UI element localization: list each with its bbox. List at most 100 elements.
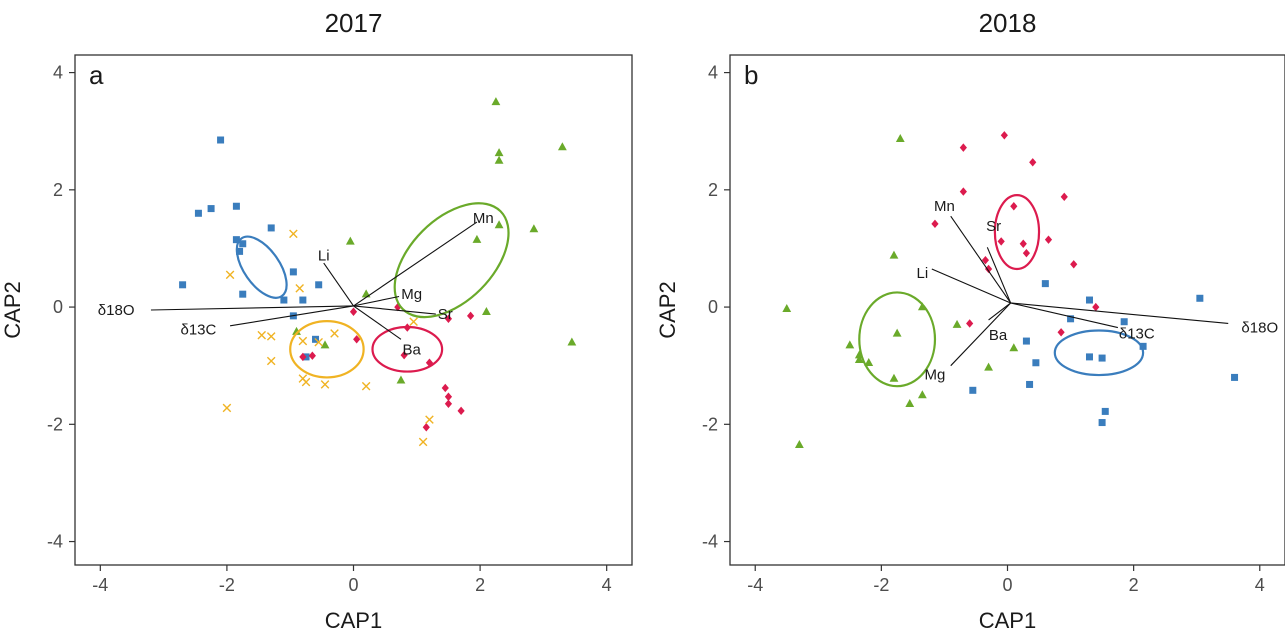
data-point-square xyxy=(232,236,240,244)
data-point-triangle xyxy=(491,97,501,106)
data-point-square xyxy=(1067,315,1075,323)
vector-line xyxy=(1010,302,1118,329)
vector-label: Mg xyxy=(401,286,422,303)
y-tick-label: -4 xyxy=(702,532,718,552)
chart-panel-a: 2017 -4 -2 0 2 4 -4 -2 0 2 4 CAP1 CAP2 Mn Li Mg δ18O Sr δ1… xyxy=(0,8,633,633)
data-point-triangle xyxy=(892,328,902,337)
data-point-cross xyxy=(225,270,235,280)
plot-area xyxy=(179,97,577,447)
data-point-triangle xyxy=(567,337,577,346)
data-point-cross xyxy=(295,284,304,293)
data-point-diamond xyxy=(422,423,430,432)
data-point-triangle xyxy=(889,373,899,382)
vector-line xyxy=(950,302,1012,367)
panel-border xyxy=(729,54,1285,566)
data-point-cross xyxy=(222,403,232,413)
data-point-cross xyxy=(409,317,418,327)
panel-title: 2018 xyxy=(979,8,1037,38)
data-point-square xyxy=(239,240,247,248)
x-tick-label: -4 xyxy=(747,575,763,595)
y-axis-title: CAP2 xyxy=(655,281,680,338)
data-point-cross xyxy=(418,437,428,447)
group-ellipse xyxy=(858,291,937,388)
data-point-diamond xyxy=(457,406,465,416)
data-point-triangle xyxy=(320,340,330,349)
x-tick-label: 4 xyxy=(1255,575,1265,595)
data-point-triangle xyxy=(905,398,915,407)
data-point-triangle xyxy=(782,304,792,313)
group-ellipse xyxy=(235,235,288,299)
data-point-diamond xyxy=(444,399,453,408)
vector-label: δ18O xyxy=(98,302,135,319)
data-point-triangle xyxy=(794,440,804,449)
vector-line xyxy=(931,268,1011,304)
data-point-square xyxy=(315,281,323,289)
vector-line xyxy=(1010,302,1229,325)
y-tick-label: 0 xyxy=(53,297,63,317)
panel-label: b xyxy=(744,60,758,90)
data-point-triangle xyxy=(292,326,301,335)
data-point-square xyxy=(1041,280,1049,288)
y-tick-label: 0 xyxy=(708,297,718,317)
data-point-square xyxy=(1026,380,1034,388)
data-point-cross xyxy=(301,377,311,387)
data-point-square xyxy=(1139,342,1147,350)
data-point-square xyxy=(1231,373,1239,381)
vector-line xyxy=(986,247,1012,304)
x-tick-label: 2 xyxy=(475,575,485,595)
data-point-triangle xyxy=(845,340,855,349)
data-point-diamond xyxy=(1060,192,1068,202)
data-point-triangle xyxy=(494,148,504,157)
data-point-diamond xyxy=(1029,158,1037,167)
data-point-triangle xyxy=(1009,343,1019,352)
data-point-cross xyxy=(298,336,308,346)
data-point-diamond xyxy=(1092,302,1100,312)
data-point-diamond xyxy=(931,219,939,229)
vector-line xyxy=(353,295,400,307)
data-point-triangle xyxy=(529,224,539,233)
data-point-triangle xyxy=(472,234,482,243)
data-point-triangle xyxy=(345,236,355,245)
data-point-square xyxy=(236,247,244,255)
group-ellipse xyxy=(993,194,1041,271)
data-point-triangle xyxy=(482,306,491,315)
data-point-square xyxy=(1022,337,1030,345)
data-point-triangle xyxy=(864,357,874,366)
vector-line xyxy=(150,305,354,311)
data-point-diamond xyxy=(308,351,316,360)
data-point-square xyxy=(1120,318,1128,326)
x-tick-label: 4 xyxy=(602,575,612,595)
data-point-diamond xyxy=(353,335,361,344)
x-tick-label: -2 xyxy=(219,575,235,595)
vector-line xyxy=(353,305,436,315)
data-point-diamond xyxy=(1070,260,1078,269)
data-point-diamond xyxy=(959,143,967,152)
data-point-cross xyxy=(361,381,371,391)
panel-title: 2017 xyxy=(325,8,383,38)
x-axis-title: CAP1 xyxy=(979,608,1036,633)
y-tick-label: 4 xyxy=(708,63,718,83)
data-point-triangle xyxy=(494,220,504,229)
data-point-triangle xyxy=(952,319,962,328)
data-point-cross xyxy=(289,229,298,239)
data-point-square xyxy=(280,296,288,304)
vector-line xyxy=(229,305,354,327)
data-point-diamond xyxy=(444,314,453,323)
data-point-cross xyxy=(425,415,434,424)
data-point-cross xyxy=(266,356,276,366)
group-ellipse xyxy=(289,320,365,379)
data-point-diamond xyxy=(444,392,453,401)
data-point-square xyxy=(217,136,225,144)
y-tick-label: -2 xyxy=(47,414,63,434)
data-point-square xyxy=(299,296,307,304)
y-tick-label: 4 xyxy=(53,63,63,83)
data-point-diamond xyxy=(441,383,449,393)
data-point-square xyxy=(1085,296,1093,304)
data-point-diamond xyxy=(959,187,967,196)
data-point-square xyxy=(232,202,240,210)
vector-line xyxy=(353,305,402,340)
vector-label: Mn xyxy=(934,198,955,215)
vector-label: Mn xyxy=(473,210,494,227)
vector-label: Sr xyxy=(986,218,1001,235)
